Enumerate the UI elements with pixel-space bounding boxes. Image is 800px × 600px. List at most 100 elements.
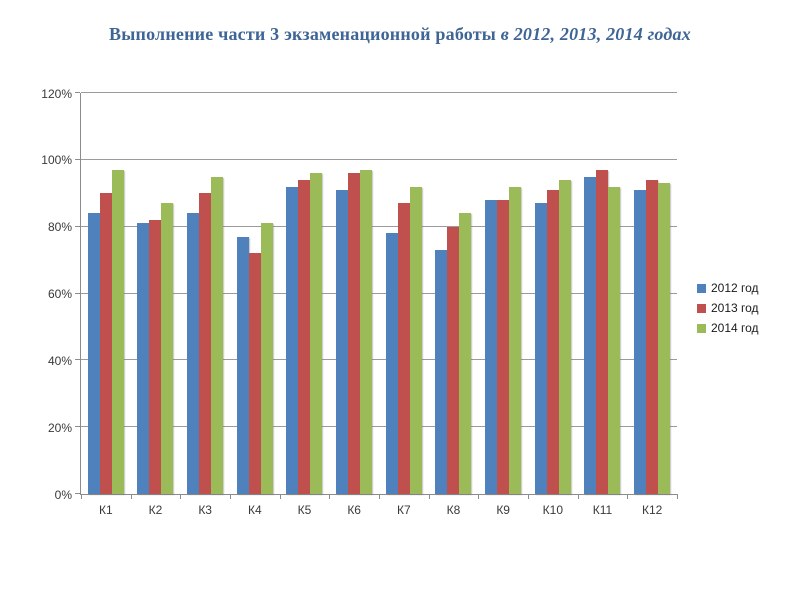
gridline [81,292,677,294]
legend-swatch [697,303,706,313]
bar-2013-К10 [546,189,559,494]
x-axis-tick [528,494,529,499]
x-tick-label: К9 [496,503,510,517]
y-tick-label: 100% [41,153,72,168]
legend-item: 2012 год [697,281,759,295]
bar-group-К8 [429,93,479,494]
bar-group-К5 [280,93,330,494]
x-tick-label: К3 [198,503,212,517]
bar-group-К1 [81,93,131,494]
y-axis-tick [75,292,80,294]
x-axis-tick [478,494,480,499]
y-tick-label: 80% [47,220,72,235]
x-tick-label: К8 [446,503,461,517]
gridline [81,359,677,361]
bar-2014-К11 [608,186,621,494]
bar-2012-К8 [435,250,448,494]
bar-2013-К9 [497,199,510,494]
gridline [81,426,677,428]
y-axis-line [80,93,81,494]
bar-2012-К5 [286,186,299,494]
legend: 2012 год 2013 год 2014 год [697,281,759,335]
bar-group-К3 [180,93,230,494]
y-axis-tick [75,426,80,428]
bar-group-К6 [329,93,379,494]
x-tick-label: К4 [247,503,262,517]
x-tick-label: К2 [148,503,163,517]
x-axis-tick [428,494,430,499]
bar-2012-К11 [584,176,597,494]
y-axis-tick [75,493,80,494]
x-tick-label: К1 [98,503,113,517]
x-axis-tick [577,494,579,499]
bar-2012-К6 [336,189,349,494]
bar-2012-К2 [137,223,150,494]
y-axis-tick [75,158,80,160]
legend-item: 2014 год [697,321,759,335]
x-tick-label: К12 [641,503,663,517]
x-tick-label: К7 [396,503,411,517]
bar-2012-К9 [485,199,498,494]
y-axis-tick [75,225,80,227]
x-axis-tick [81,494,82,499]
legend-label: 2012 год [711,281,759,295]
bar-2014-К4 [260,223,273,494]
y-tick-label: 40% [47,353,72,368]
plot-area: 0% 20% 40% 60% 80% 100% 120% К1 К2 К3 К4 К5 К6 К7 К8 К9… [41,87,678,517]
bar-2012-К3 [187,213,200,494]
bar-2013-К8 [447,226,460,494]
legend-swatch [697,283,706,293]
chart-title-years: в 2012, 2013, 2014 годах [500,24,691,44]
bar-2012-К7 [385,233,398,494]
bar-2014-К6 [360,169,373,494]
y-axis-tick [75,359,80,361]
y-tick-label: 120% [41,86,72,101]
x-axis-tick [329,494,331,499]
bar-2013-К2 [149,219,162,494]
x-axis-tick [230,494,231,499]
bar-2012-К4 [236,236,249,494]
gridline [81,92,677,93]
bar-2014-К9 [509,186,522,494]
x-axis-tick [677,494,678,499]
gridline [81,158,677,160]
bar-2014-К10 [558,179,571,494]
bar-2014-К12 [658,183,671,494]
bar-2012-К12 [634,189,647,494]
bar-2014-К7 [409,186,422,494]
x-axis-tick [130,494,132,499]
bar-group-К12 [627,93,677,494]
bar-2013-К4 [248,253,261,494]
bar-2013-К1 [99,193,112,494]
y-tick-label: 20% [47,420,72,435]
bar-2014-К2 [161,203,174,494]
bar-2014-К1 [111,169,124,494]
x-tick-label: К11 [592,503,613,517]
bar-2014-К8 [459,213,472,494]
bar-group-К11 [578,93,628,494]
bar-group-К10 [528,93,578,494]
x-axis-tick [279,494,281,499]
bar-2013-К3 [199,193,212,494]
bar-group-К9 [478,93,528,494]
y-axis-tick [75,92,80,93]
y-tick-label: 0% [54,487,72,502]
bar-group-К7 [379,93,429,494]
x-axis-tick [627,494,629,499]
bar-2014-К3 [211,176,224,494]
bar-2013-К5 [298,179,311,494]
bar-2012-К1 [87,213,100,494]
bar-group-К2 [131,93,181,494]
bar-group-К4 [230,93,280,494]
chart-title: Выполнение части 3 экзаменационной работ… [0,24,800,45]
legend-swatch [697,323,706,333]
bar-2013-К7 [397,203,410,494]
x-tick-label: К6 [347,503,361,517]
x-tick-label: К5 [297,503,312,517]
chart-title-main: Выполнение части 3 экзаменационной работ… [109,24,497,44]
y-tick-label: 60% [47,287,72,301]
x-axis-tick [379,494,380,499]
bar-2012-К10 [534,203,547,494]
x-axis-line [80,494,677,495]
